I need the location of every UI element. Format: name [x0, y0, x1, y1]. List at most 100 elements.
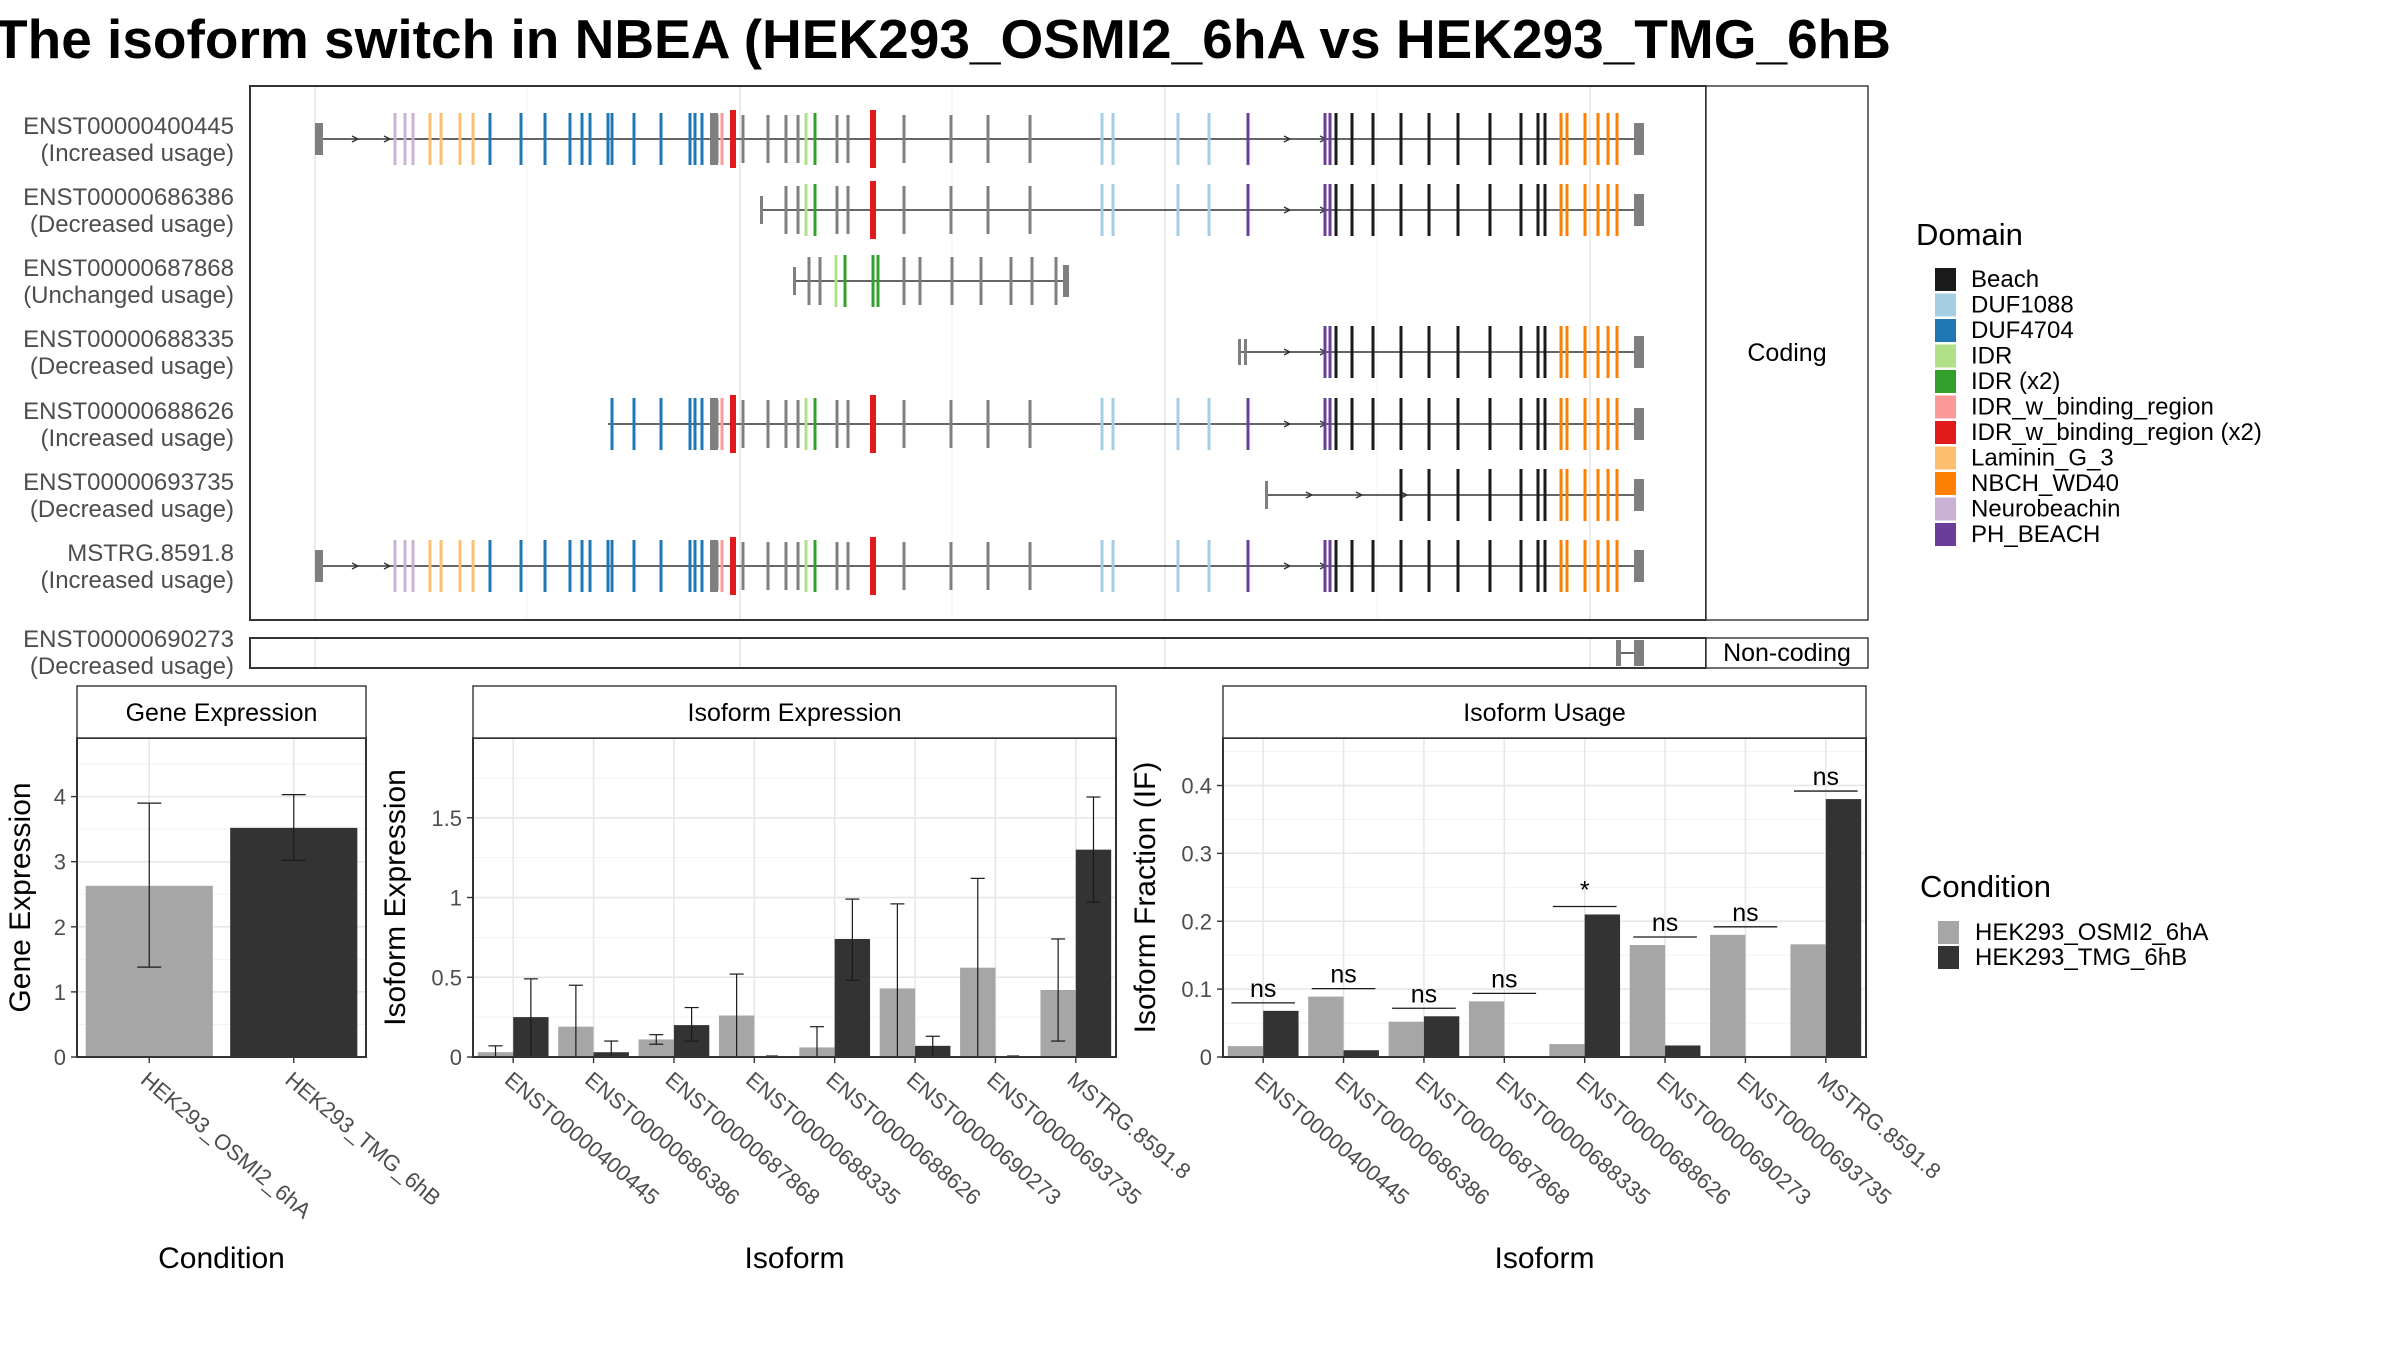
bar-condition-a — [1388, 1021, 1424, 1057]
exon-duf4704 — [693, 540, 697, 592]
exon-nbch-wd40 — [1596, 113, 1600, 165]
exon-idr-w-binding-region-x2- — [730, 395, 736, 453]
y-axis-title: Gene Expression — [4, 782, 37, 1012]
exon-idr-x2- — [876, 255, 880, 307]
exon-duf4704 — [588, 113, 592, 165]
exon-duf4704 — [610, 398, 614, 450]
y-tick-label: 0 — [54, 1045, 66, 1070]
exon-idr — [834, 255, 838, 307]
exon-duf1088 — [1176, 113, 1180, 165]
strand-arrow — [383, 562, 392, 570]
bar-condition-b — [1343, 1050, 1379, 1057]
exon-beach — [1334, 326, 1338, 378]
transcript-id-label: ENST00000687868 — [23, 255, 234, 282]
transcript-id-label: ENST00000400445 — [23, 113, 234, 140]
exon-beach — [1536, 113, 1540, 165]
exon-utr — [918, 257, 922, 305]
exon-beach — [1334, 540, 1338, 592]
bar-condition-b — [1584, 914, 1621, 1057]
legend-label-laminin-g-3: Laminin_G_3 — [1971, 445, 2114, 472]
exon-neurobeachin — [403, 113, 407, 165]
strand-arrow — [1283, 562, 1292, 570]
noncoding-strip-label: Non-coding — [1723, 639, 1851, 667]
exon-idr-x2- — [813, 540, 817, 592]
exon-utr — [979, 257, 983, 305]
exon-ph-beach — [1246, 113, 1250, 165]
transcript-id-label: ENST00000686386 — [23, 184, 234, 211]
exon-beach — [1536, 184, 1540, 236]
exon-nbch-wd40 — [1583, 469, 1587, 521]
exon-duf4704 — [488, 113, 492, 165]
exon-beach — [1399, 184, 1403, 236]
bar-condition-b — [1263, 1010, 1299, 1057]
exon-nbch-wd40 — [1596, 184, 1600, 236]
transcript-row: ENST00000688335(Decreased usage) — [23, 326, 1644, 380]
exon-duf4704 — [659, 113, 663, 165]
chart-panel: 00.10.20.30.4ENST00000400445ENST00000686… — [1129, 685, 1946, 1275]
exon-duf1088 — [1176, 398, 1180, 450]
exon-nbch-wd40 — [1615, 540, 1619, 592]
exon-idr-w-binding-region — [720, 398, 724, 450]
utr-block — [710, 540, 718, 592]
exon-beach — [1536, 469, 1540, 521]
exon-duf4704 — [659, 398, 663, 450]
exon-utr — [796, 186, 800, 234]
figure-title: The isoform switch in NBEA (HEK293_OSMI2… — [0, 8, 1891, 70]
exon-beach — [1350, 113, 1354, 165]
facet-strip — [472, 685, 1117, 739]
exon-ph-beach — [1328, 398, 1332, 450]
exon-idr-x2- — [813, 113, 817, 165]
significance-label: * — [1580, 876, 1590, 904]
exon-utr — [835, 186, 839, 234]
exon-idr-w-binding-region-x2- — [870, 110, 876, 168]
exon-duf4704 — [488, 540, 492, 592]
exon-utr — [1054, 257, 1058, 305]
exon-nbch-wd40 — [1615, 398, 1619, 450]
exon-beach — [1350, 326, 1354, 378]
exon-laminin-g-3 — [428, 113, 432, 165]
condition-legend-label: HEK293_TMG_6hB — [1975, 944, 2187, 971]
y-tick-label: 0.5 — [431, 965, 462, 990]
significance-label: ns — [1330, 961, 1356, 989]
legend-swatch-laminin-g-3 — [1935, 446, 1956, 470]
legend-swatch-idr-x2- — [1935, 370, 1956, 393]
exon-nbch-wd40 — [1559, 469, 1563, 521]
exon-utr — [796, 115, 800, 163]
y-tick-label: 2 — [54, 915, 66, 940]
exon-nbch-wd40 — [1559, 184, 1563, 236]
significance-label: ns — [1250, 975, 1276, 1003]
utr-end-block — [1634, 408, 1644, 440]
utr-end-block — [1634, 194, 1644, 226]
exon-beach — [1399, 540, 1403, 592]
transcript-row: ENST00000686386(Decreased usage) — [23, 181, 1644, 239]
exon-idr-w-binding-region — [720, 113, 724, 165]
bar-condition-b — [1665, 1045, 1701, 1057]
exon-beach — [1543, 469, 1547, 521]
facet-strip — [76, 685, 367, 739]
transcript-row: ENST00000687868(Unchanged usage) — [23, 255, 1069, 309]
x-tick-label: ENST00000400445 — [1250, 1067, 1414, 1210]
exon-duf4704 — [632, 540, 636, 592]
transcript-id-label: ENST00000693735 — [23, 469, 234, 496]
exon-beach — [1427, 540, 1431, 592]
exon-nbch-wd40 — [1583, 326, 1587, 378]
exon-nbch-wd40 — [1615, 113, 1619, 165]
exon-duf1088 — [1207, 540, 1211, 592]
exon-utr — [902, 400, 906, 448]
exon-ph-beach — [1246, 184, 1250, 236]
exon-nbch-wd40 — [1565, 326, 1569, 378]
exon-neurobeachin — [403, 540, 407, 592]
exon-nbch-wd40 — [1596, 540, 1600, 592]
y-axis-title: Isoform Fraction (IF) — [1129, 762, 1162, 1034]
exon-utr — [1028, 115, 1032, 163]
y-tick-label: 0.1 — [1181, 977, 1212, 1002]
exon-duf1088 — [1176, 540, 1180, 592]
exon-ph-beach — [1323, 540, 1327, 592]
exon-utr — [986, 186, 990, 234]
exon-duf1088 — [1100, 540, 1104, 592]
noncoding-exon — [1634, 640, 1644, 666]
exon-idr — [804, 540, 808, 592]
bar-condition-b — [1825, 799, 1862, 1057]
exon-beach — [1519, 326, 1523, 378]
exon-neurobeachin — [393, 113, 397, 165]
